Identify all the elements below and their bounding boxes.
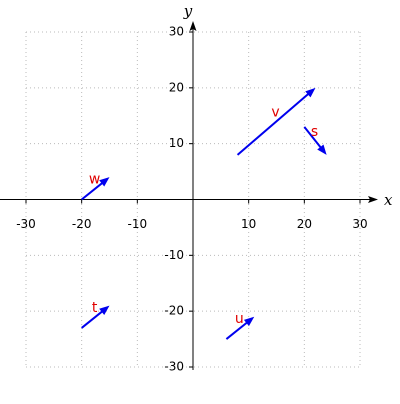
x-tick-label: -10 [128, 217, 148, 231]
vector-arrow [81, 181, 104, 201]
arrow-head [99, 305, 110, 315]
arrow-head [305, 87, 316, 98]
y-tick-label: 20 [169, 80, 184, 94]
vector-label: w [89, 171, 100, 187]
x-tick-label: -20 [72, 217, 92, 231]
x-axis-arrow [368, 196, 378, 203]
x-axis-label: x [384, 191, 393, 209]
vector-label: u [235, 311, 244, 327]
x-tick-label: 20 [297, 217, 312, 231]
vector-arrow [303, 126, 323, 150]
vector-arrow [225, 320, 249, 340]
vector-label: t [92, 300, 98, 316]
y-tick-label: -30 [164, 360, 184, 374]
y-tick-label: -10 [164, 248, 184, 262]
arrow-head [243, 316, 255, 327]
x-tick-label: 30 [352, 217, 367, 231]
arrow-head [99, 177, 110, 187]
vector-label: s [311, 124, 318, 140]
vector-arrow [236, 92, 311, 156]
y-tick-label: 10 [169, 136, 184, 150]
x-tick-label: 10 [241, 217, 256, 231]
x-tick-label: -30 [16, 217, 36, 231]
y-axis-label: y [183, 2, 193, 20]
arrow-head [317, 144, 327, 155]
vector-label: v [271, 104, 279, 120]
y-tick-label: -20 [164, 304, 184, 318]
vector-arrow [81, 309, 104, 329]
y-tick-label: 30 [169, 25, 184, 39]
y-axis-arrow [189, 21, 197, 31]
